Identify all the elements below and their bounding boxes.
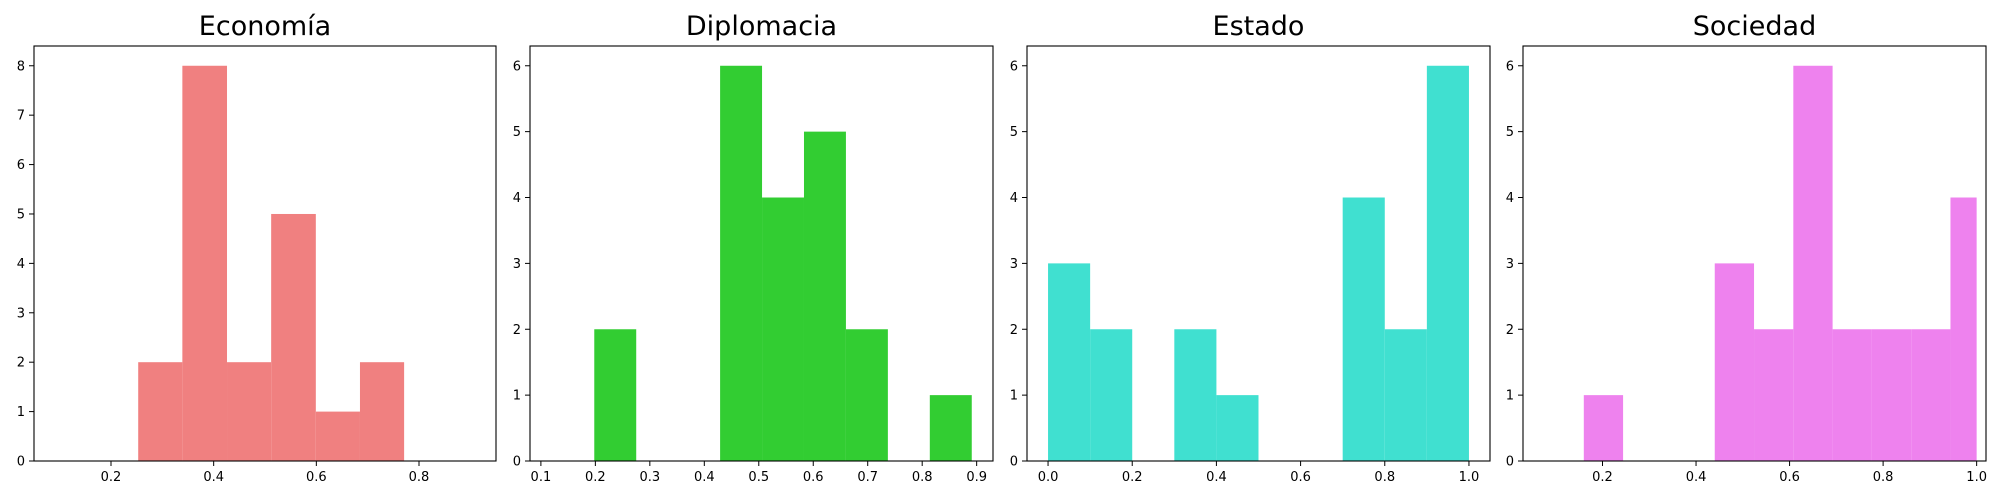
histogram-panel-3: 0.0 0.2 0.4 0.6 0.8 1.0 0 1 2 3 4 5 6 Estado (1010, 11, 1491, 485)
histogram-bar (594, 329, 637, 461)
y-tick-label: 4 (17, 257, 25, 272)
y-tick-label: 4 (1010, 191, 1018, 206)
histogram-bar (1048, 263, 1091, 461)
y-tick-label: 2 (1506, 323, 1514, 338)
axes-frame (1026, 45, 1491, 462)
x-tick-label: 0.8 (409, 470, 430, 485)
y-tick-label: 4 (513, 191, 521, 206)
x-tick-label: 0.2 (1592, 470, 1613, 485)
histogram-bar (1714, 263, 1755, 461)
histogram-bar (929, 395, 972, 461)
x-tick-label: 0.2 (585, 470, 606, 485)
y-tick-label: 0 (513, 455, 521, 470)
y-tick-label: 0 (17, 455, 25, 470)
histogram-bar (182, 65, 228, 461)
x-tick-label: 0.8 (1374, 470, 1395, 485)
x-tick-label: 0.3 (639, 470, 660, 485)
y-tick-label: 7 (17, 109, 25, 124)
histogram-bar (803, 131, 846, 461)
x-tick-label: 0.4 (694, 470, 715, 485)
y-tick-label: 5 (1506, 125, 1514, 140)
y-tick-label: 3 (513, 257, 521, 272)
histogram-bar (359, 362, 405, 461)
y-tick-label: 1 (17, 405, 25, 420)
histogram-bar (1950, 197, 1977, 461)
x-tick-label: 0.1 (531, 470, 552, 485)
histogram-bar (1754, 329, 1794, 461)
histogram-bar (1871, 329, 1912, 461)
y-tick-label: 3 (17, 306, 25, 321)
histogram-bar (1426, 65, 1469, 461)
histogram-bar (1216, 395, 1259, 461)
y-tick-label: 2 (1010, 323, 1018, 338)
y-tick-label: 1 (513, 389, 521, 404)
histogram-bar (227, 362, 272, 461)
x-tick-label: 0.6 (803, 470, 824, 485)
histogram-bar (315, 411, 360, 461)
y-tick-label: 2 (513, 323, 521, 338)
axes-frame (1522, 45, 1987, 462)
histogram-bar (138, 362, 183, 461)
y-tick-label: 3 (1010, 257, 1018, 272)
y-tick-label: 6 (513, 59, 521, 74)
histogram-bar (845, 329, 888, 461)
chart-title: Sociedad (1693, 11, 1816, 42)
histogram-bar (271, 213, 316, 461)
y-tick-label: 4 (1506, 191, 1514, 206)
histogram-bar (762, 197, 804, 461)
histogram-panel-2: 0.1 0.2 0.3 0.4 0.5 0.6 0.7 0.8 0.9 0 1 2 3 4 5 6 Diplom… (513, 11, 994, 485)
y-tick-label: 6 (17, 158, 25, 173)
y-tick-label: 1 (1506, 389, 1514, 404)
x-tick-label: 0.8 (1873, 470, 1894, 485)
x-tick-label: 0.4 (1686, 470, 1707, 485)
y-tick-label: 8 (17, 59, 25, 74)
histogram-bar (1090, 329, 1133, 461)
y-tick-label: 0 (1506, 455, 1514, 470)
x-tick-label: 0.4 (203, 470, 224, 485)
histogram-bar (720, 65, 763, 461)
x-tick-label: 0.0 (1038, 470, 1059, 485)
chart-title: Economía (199, 11, 331, 42)
x-tick-label: 0.2 (1122, 470, 1143, 485)
histogram-bar (1384, 329, 1427, 461)
x-tick-label: 0.9 (966, 470, 987, 485)
chart-title: Estado (1213, 11, 1305, 42)
x-tick-label: 1.0 (1459, 470, 1480, 485)
histogram-bar (1832, 329, 1872, 461)
x-tick-label: 0.5 (748, 470, 769, 485)
histogram-bar (1342, 197, 1385, 461)
x-tick-label: 0.8 (912, 470, 933, 485)
y-tick-label: 0 (1010, 455, 1018, 470)
y-tick-label: 2 (17, 356, 25, 371)
histogram-bar (1583, 395, 1624, 461)
axes-frame (33, 45, 497, 462)
x-tick-label: 0.6 (1290, 470, 1311, 485)
x-tick-label: 0.6 (1779, 470, 1800, 485)
y-tick-label: 5 (17, 207, 25, 222)
x-tick-label: 1.0 (1966, 470, 1987, 485)
y-tick-label: 3 (1506, 257, 1514, 272)
chart-title: Diplomacia (686, 11, 837, 42)
histogram-bar (1174, 329, 1217, 461)
x-tick-label: 0.6 (306, 470, 327, 485)
y-tick-label: 6 (1010, 59, 1018, 74)
x-tick-label: 0.7 (857, 470, 878, 485)
histogram-bar (1911, 329, 1951, 461)
y-tick-label: 5 (1010, 125, 1018, 140)
y-tick-label: 5 (513, 125, 521, 140)
histogram-panel-1: 0.2 0.4 0.6 0.8 0 1 2 3 4 5 6 7 8 Economía (17, 11, 497, 485)
x-tick-label: 0.2 (101, 470, 122, 485)
y-tick-label: 1 (1010, 389, 1018, 404)
x-tick-label: 0.4 (1206, 470, 1227, 485)
histogram-bar (1793, 65, 1833, 461)
axes-frame (529, 45, 994, 462)
y-tick-label: 6 (1506, 59, 1514, 74)
histogram-panel-4: 0.2 0.4 0.6 0.8 1.0 0 1 2 3 4 5 6 Sociedad (1506, 11, 1987, 485)
